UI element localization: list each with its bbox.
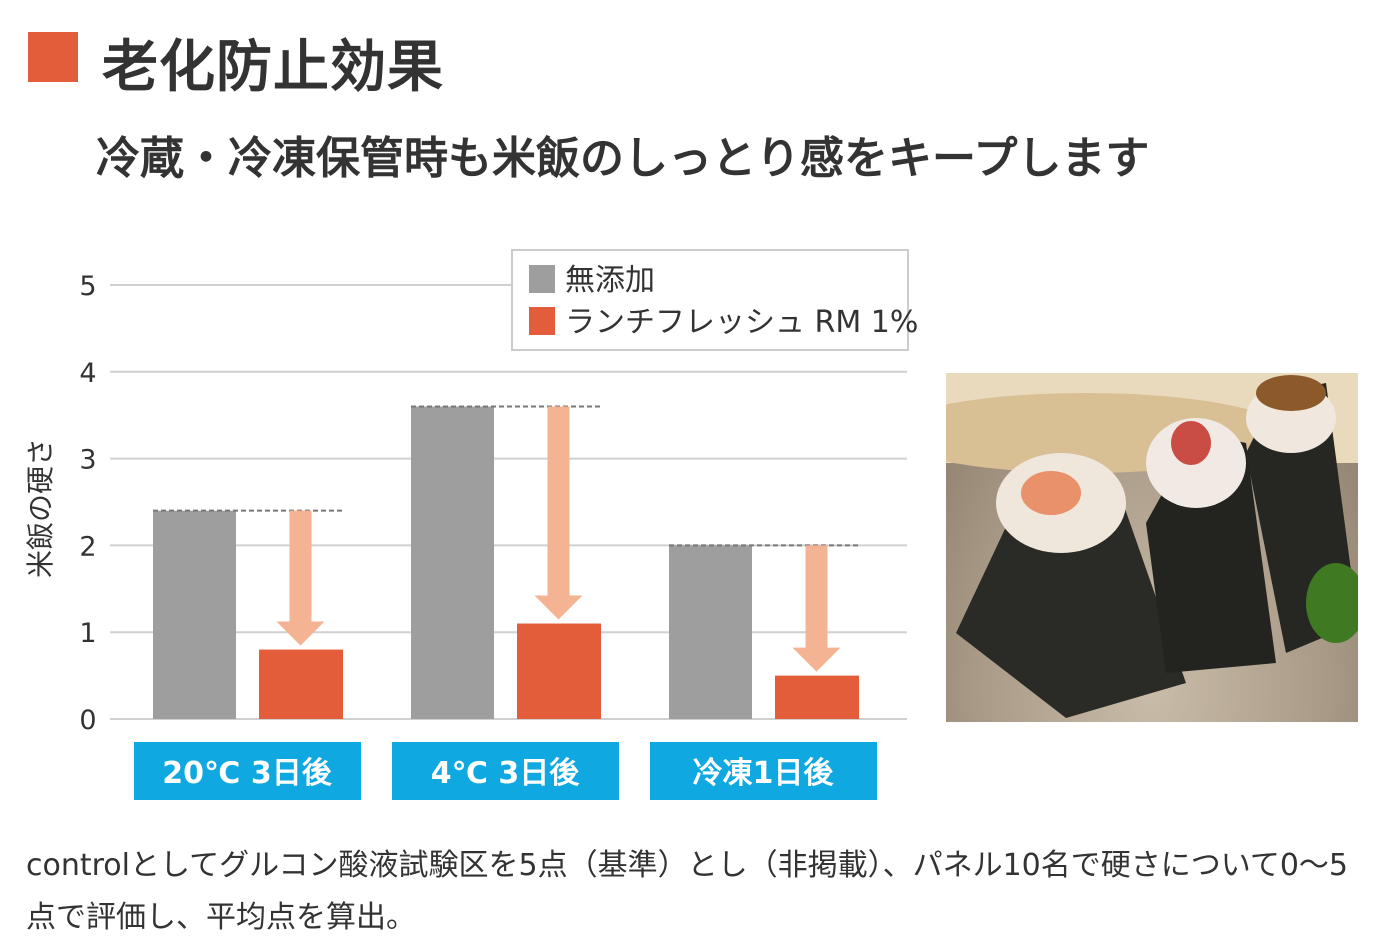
- category-label: 4℃ 3日後: [431, 756, 581, 791]
- title-square-icon: [28, 32, 78, 82]
- page-title: 老化防止効果: [102, 35, 444, 100]
- onigiri-photo: [946, 373, 1358, 722]
- category-label-box: [650, 742, 877, 800]
- category-label-box: [392, 742, 619, 800]
- bar-product: [517, 623, 601, 719]
- y-tick-label: 2: [79, 531, 96, 562]
- category-label: 冷凍1日後: [693, 756, 835, 791]
- y-tick-label: 4: [79, 358, 96, 389]
- y-tick-label: 0: [79, 705, 96, 736]
- bar-product: [259, 649, 343, 719]
- legend: 無添加 ランチフレッシュ RM 1%: [511, 249, 918, 351]
- y-tick-label: 5: [79, 271, 96, 302]
- down-arrow-icon: [534, 406, 583, 620]
- footnote: controlとしてグルコン酸液試験区を5点（基準）とし（非掲載）、パネル10名…: [26, 848, 1349, 935]
- y-tick-label: 3: [79, 445, 96, 476]
- page-subtitle: 冷蔵・冷凍保管時も米飯のしっとり感をキープします: [96, 133, 1150, 184]
- y-tick-label: 1: [79, 618, 96, 649]
- bar-chart: 0 1 2 3 4 5 20℃ 3日後 4℃ 3日後 冷凍1日後 米飯の硬さ 無添加 ランチフ…: [24, 249, 918, 800]
- legend-label-product: ランチフレッシュ RM 1%: [565, 305, 918, 340]
- bar-product: [775, 675, 859, 719]
- down-arrow-icon: [276, 510, 325, 646]
- legend-label-control: 無添加: [565, 263, 655, 298]
- category-label: 20℃ 3日後: [162, 756, 332, 791]
- legend-swatch-control: [529, 265, 555, 293]
- y-axis-label: 米飯の硬さ: [24, 438, 57, 578]
- category-label-box: [134, 742, 361, 800]
- bar-control: [153, 510, 236, 719]
- bar-control: [411, 406, 494, 719]
- bar-control: [669, 545, 752, 719]
- legend-swatch-product: [529, 307, 555, 335]
- down-arrow-icon: [792, 545, 841, 672]
